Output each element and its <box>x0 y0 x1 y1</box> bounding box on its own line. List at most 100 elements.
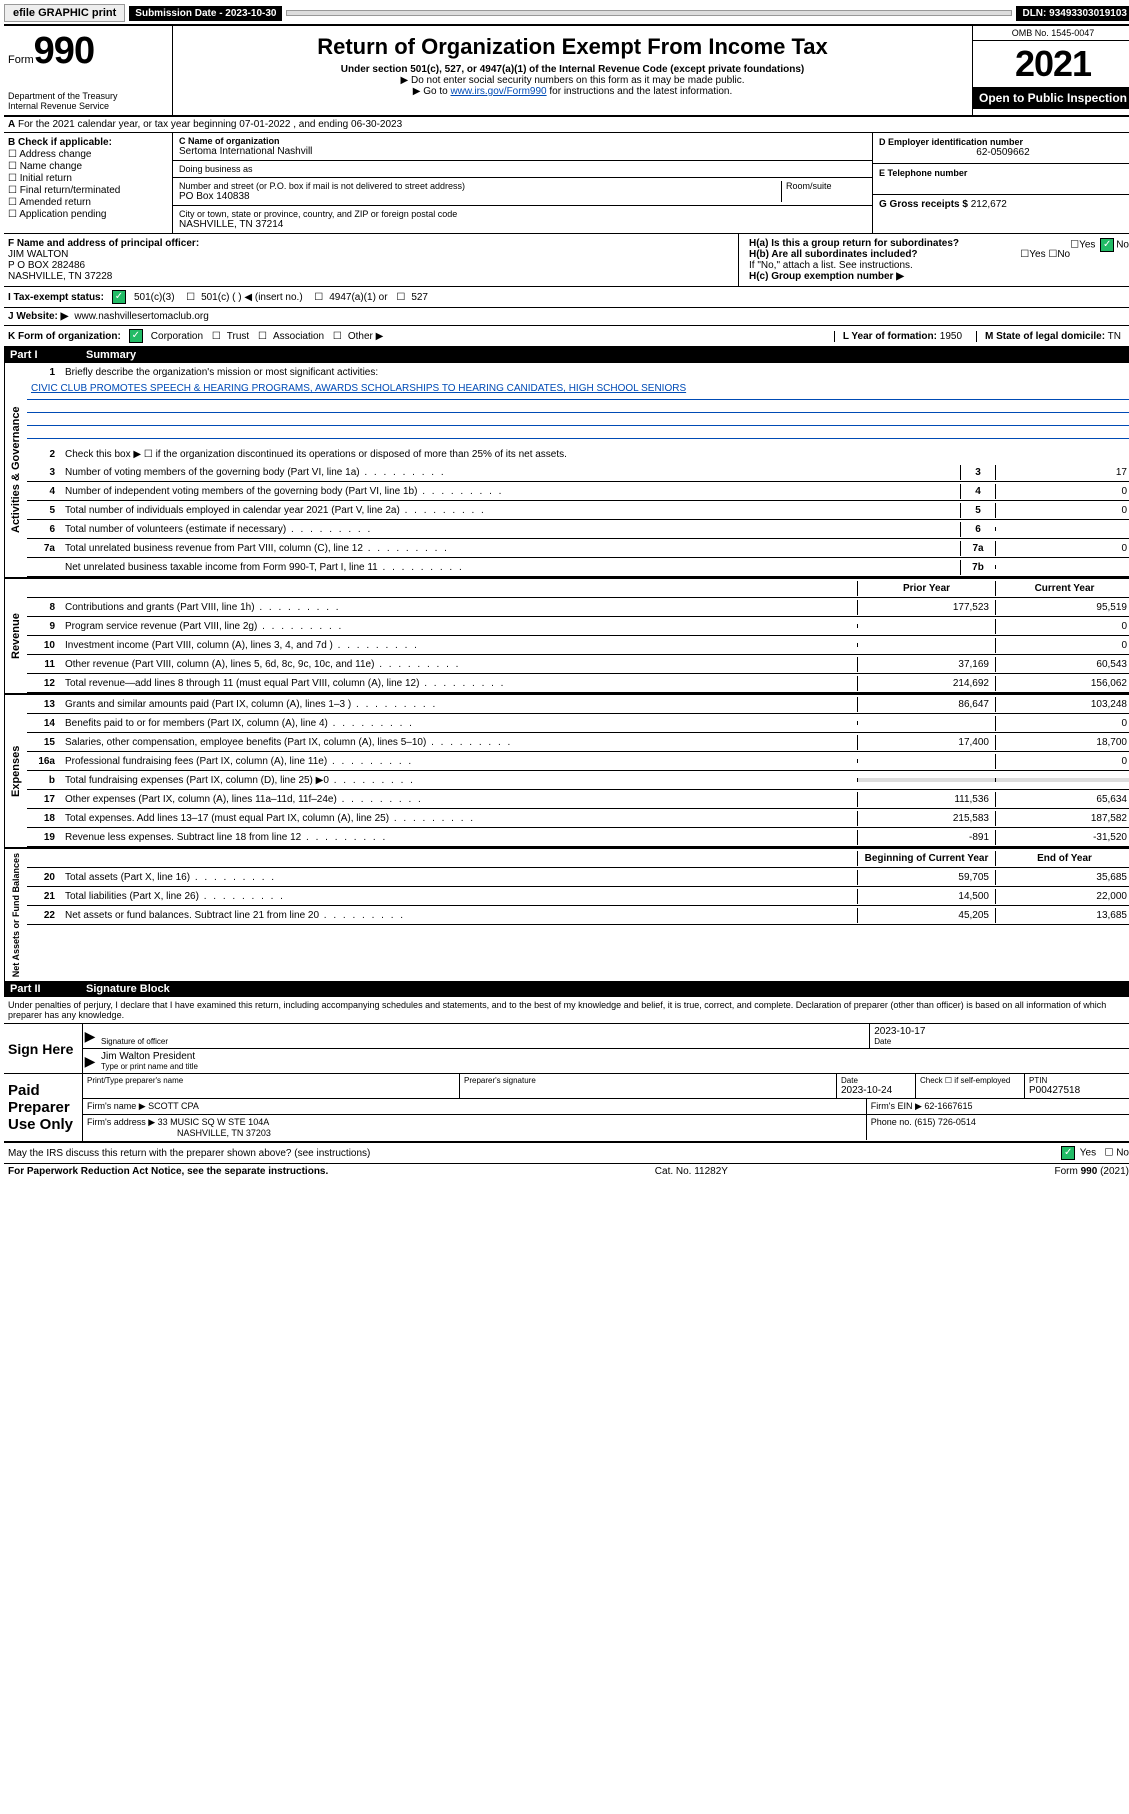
section-i: I Tax-exempt status: 501(c)(3) ☐ 501(c) … <box>4 287 1129 308</box>
section-f-h: F Name and address of principal officer:… <box>4 234 1129 287</box>
firm-ein-label: Firm's EIN ▶ <box>871 1101 922 1111</box>
side-activities: Activities & Governance <box>4 363 27 577</box>
table-row: 10Investment income (Part VIII, column (… <box>27 636 1129 655</box>
j-label: J Website: ▶ <box>8 311 68 322</box>
table-row: 20Total assets (Part X, line 16)59,70535… <box>27 868 1129 887</box>
part-2-header: Part II Signature Block <box>4 981 1129 997</box>
table-row: 16aProfessional fundraising fees (Part I… <box>27 752 1129 771</box>
discuss-row: May the IRS discuss this return with the… <box>4 1143 1129 1164</box>
table-row: 22Net assets or fund balances. Subtract … <box>27 906 1129 925</box>
section-a-text: For the 2021 calendar year, or tax year … <box>18 119 402 130</box>
section-c: C Name of organization Sertoma Internati… <box>173 133 872 233</box>
dept-label: Department of the Treasury Internal Reve… <box>8 91 168 111</box>
table-row: 15Salaries, other compensation, employee… <box>27 733 1129 752</box>
dln-label: DLN: 93493303019103 <box>1016 6 1129 21</box>
city-label: City or town, state or province, country… <box>179 209 866 219</box>
rev-header: Prior Year Current Year <box>27 579 1129 598</box>
footer-left: For Paperwork Reduction Act Notice, see … <box>8 1166 328 1177</box>
prep-check-label: Check ☐ if self-employed <box>920 1076 1020 1085</box>
chk-discuss-yes[interactable] <box>1061 1146 1075 1160</box>
form-subtitle-3: Go to www.irs.gov/Form990 for instructio… <box>181 86 964 97</box>
org-city: NASHVILLE, TN 37214 <box>179 219 866 230</box>
table-row: bTotal fundraising expenses (Part IX, co… <box>27 771 1129 790</box>
opt-501c3: 501(c)(3) <box>134 292 175 303</box>
table-row: Net unrelated business taxable income fr… <box>27 558 1129 577</box>
table-row: 11Other revenue (Part VIII, column (A), … <box>27 655 1129 674</box>
table-row: 7aTotal unrelated business revenue from … <box>27 539 1129 558</box>
table-row: 17Other expenses (Part IX, column (A), l… <box>27 790 1129 809</box>
officer-addr1: P O BOX 282486 <box>8 260 734 271</box>
form-id-block: Form990 Department of the Treasury Inter… <box>4 26 173 115</box>
chk-application-pending[interactable]: ☐ Application pending <box>8 209 168 220</box>
opt-527: 527 <box>411 292 428 303</box>
prep-sig-label: Preparer's signature <box>464 1076 832 1085</box>
table-row: 12Total revenue—add lines 8 through 11 (… <box>27 674 1129 693</box>
form-number: 990 <box>34 30 94 72</box>
discuss-yes: Yes <box>1080 1148 1096 1159</box>
mission-link[interactable]: CIVIC CLUB PROMOTES SPEECH & HEARING PRO… <box>31 383 686 394</box>
firm-ein: 62-1667615 <box>924 1101 972 1111</box>
instructions-link[interactable]: www.irs.gov/Form990 <box>450 86 546 97</box>
prep-date-label: Date <box>841 1076 911 1085</box>
paid-preparer-block: Paid Preparer Use Only Print/Type prepar… <box>4 1074 1129 1143</box>
opt-assoc: Association <box>273 331 324 342</box>
firm-addr-label: Firm's address ▶ <box>87 1117 155 1127</box>
part-1-name: Summary <box>86 349 136 361</box>
side-netassets: Net Assets or Fund Balances <box>4 849 27 981</box>
addr-label: Number and street (or P.O. box if mail i… <box>179 181 781 191</box>
footer-mid: Cat. No. 11282Y <box>655 1166 728 1177</box>
table-row: 3Number of voting members of the governi… <box>27 463 1129 482</box>
firm-name: SCOTT CPA <box>148 1101 199 1111</box>
sig-officer-label: Signature of officer <box>101 1037 865 1046</box>
h-b-note: If "No," attach a list. See instructions… <box>749 260 1129 271</box>
prep-name-label: Print/Type preparer's name <box>87 1076 455 1085</box>
table-row: 6Total number of volunteers (estimate if… <box>27 520 1129 539</box>
firm-addr2: NASHVILLE, TN 37203 <box>87 1128 271 1138</box>
chk-final-return[interactable]: ☐ Final return/terminated <box>8 185 168 196</box>
chk-501c3[interactable] <box>112 290 126 304</box>
h-c: H(c) Group exemption number ▶ <box>749 271 1129 282</box>
sign-here-label: Sign Here <box>4 1024 83 1073</box>
paid-preparer-label: Paid Preparer Use Only <box>4 1074 83 1141</box>
arrow-icon: ▶ <box>83 1024 97 1048</box>
chk-address-change[interactable]: ☐ Address change <box>8 149 168 160</box>
opt-trust: Trust <box>227 331 249 342</box>
efile-print-button[interactable]: efile GRAPHIC print <box>4 4 125 22</box>
opt-other: Other ▶ <box>348 331 383 342</box>
ptin-label: PTIN <box>1029 1076 1129 1085</box>
firm-name-label: Firm's name ▶ <box>87 1101 146 1111</box>
footer-right: Form 990 (2021) <box>1055 1166 1129 1177</box>
m-label: M State of legal domicile: <box>985 331 1105 342</box>
officer-name: JIM WALTON <box>8 249 734 260</box>
blank-2 <box>27 413 1129 426</box>
table-row: 8Contributions and grants (Part VIII, li… <box>27 598 1129 617</box>
blank-1 <box>27 400 1129 413</box>
summary-expenses: Expenses 13Grants and similar amounts pa… <box>4 693 1129 847</box>
printed-name-label: Type or print name and title <box>101 1062 1129 1071</box>
firm-addr1: 33 MUSIC SQ W STE 104A <box>158 1117 270 1127</box>
spacer <box>286 10 1012 16</box>
form-subtitle-1: Under section 501(c), 527, or 4947(a)(1)… <box>181 64 964 75</box>
discuss-no: No <box>1116 1148 1129 1159</box>
col-current: Current Year <box>995 581 1129 596</box>
h-a: H(a) Is this a group return for subordin… <box>749 238 1129 249</box>
submission-date: Submission Date - 2023-10-30 <box>129 6 282 21</box>
sub3-post: for instructions and the latest informat… <box>547 86 733 97</box>
officer-printed-name: Jim Walton President <box>101 1051 1129 1062</box>
chk-name-change[interactable]: ☐ Name change <box>8 161 168 172</box>
side-revenue: Revenue <box>4 579 27 693</box>
part-2-name: Signature Block <box>86 983 170 995</box>
chk-corporation[interactable] <box>129 329 143 343</box>
table-row: 9Program service revenue (Part VIII, lin… <box>27 617 1129 636</box>
chk-initial-return[interactable]: ☐ Initial return <box>8 173 168 184</box>
gross-label: G Gross receipts $ <box>879 199 968 210</box>
chk-ha-no[interactable] <box>1100 238 1114 252</box>
chk-amended-return[interactable]: ☐ Amended return <box>8 197 168 208</box>
firm-phone: (615) 726-0514 <box>914 1117 976 1127</box>
summary-revenue: Revenue Prior Year Current Year 8Contrib… <box>4 577 1129 693</box>
col-begin: Beginning of Current Year <box>857 851 995 866</box>
formation-year: 1950 <box>940 331 962 342</box>
sig-date-label: Date <box>874 1037 1129 1046</box>
org-name-label: C Name of organization <box>179 136 866 146</box>
part-1-title: Part I <box>10 349 70 361</box>
